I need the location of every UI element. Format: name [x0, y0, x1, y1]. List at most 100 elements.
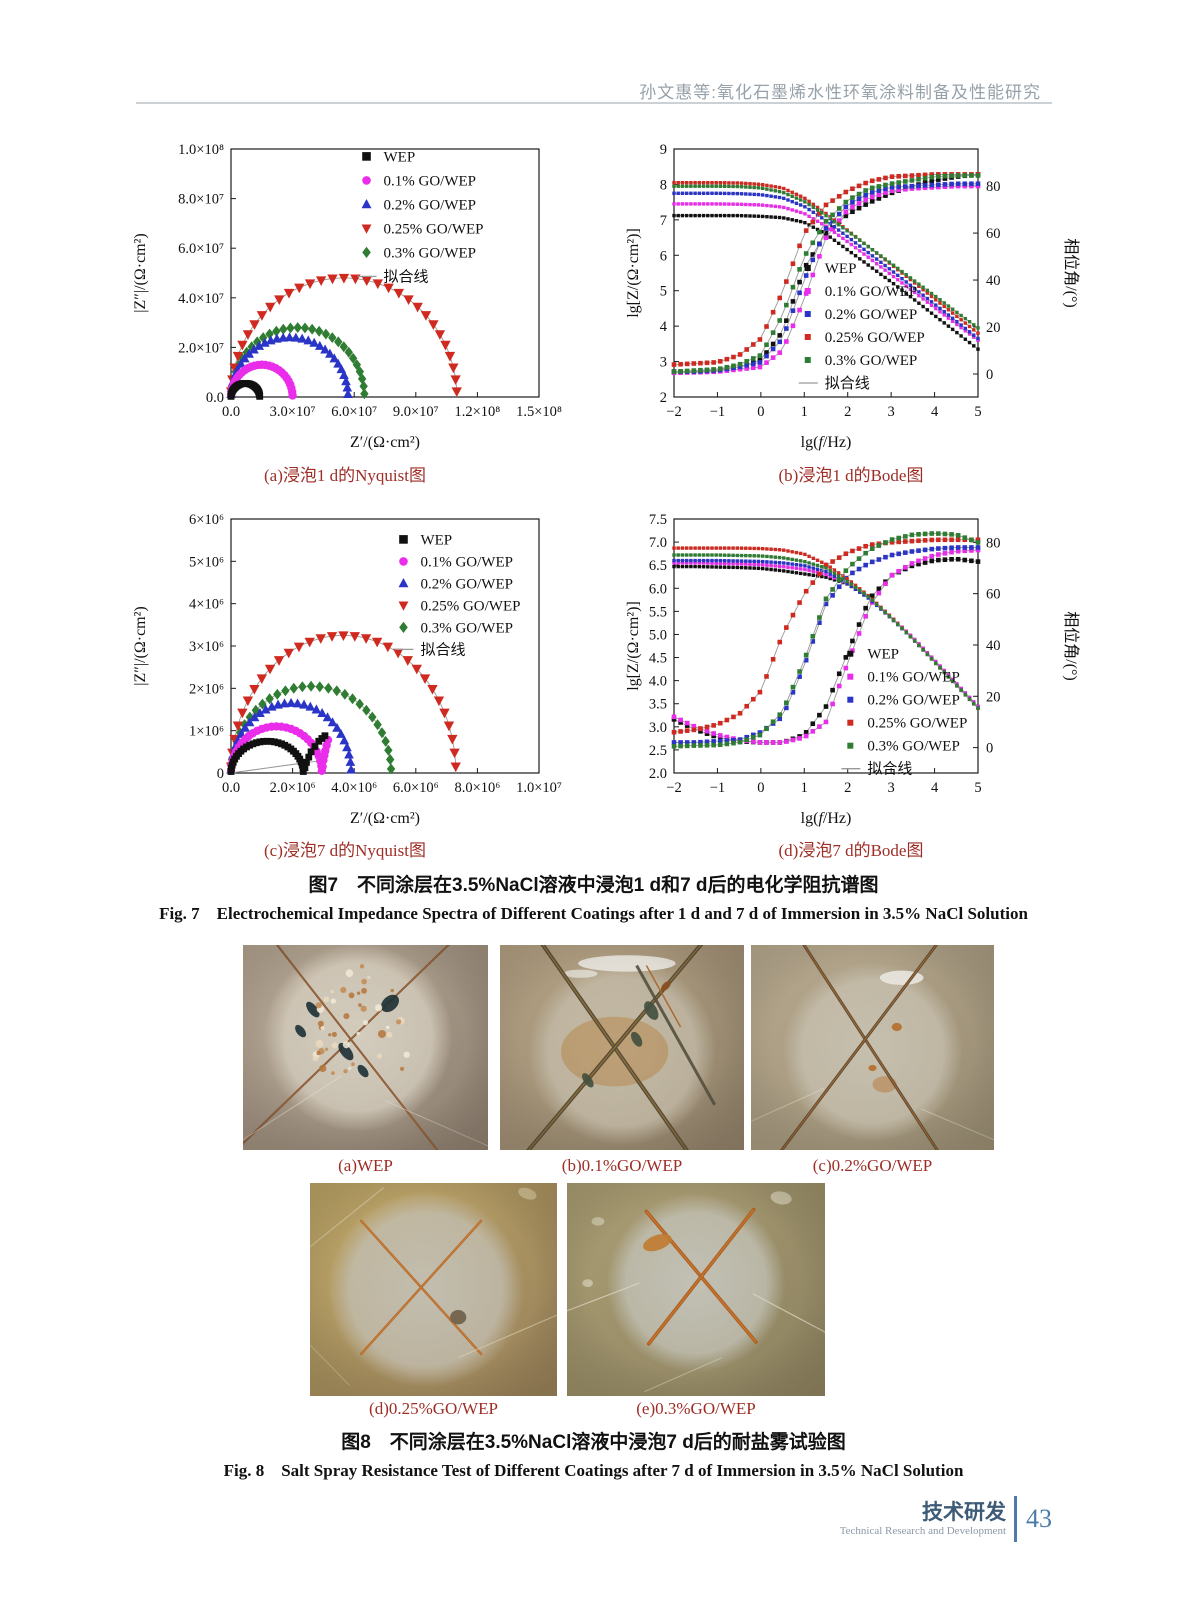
svg-text:0.1% GO/WEP: 0.1% GO/WEP [825, 284, 918, 300]
svg-text:4.5: 4.5 [649, 651, 667, 667]
svg-text:9.0×10⁷: 9.0×10⁷ [393, 404, 439, 420]
svg-text:4.0×10⁷: 4.0×10⁷ [178, 291, 224, 307]
svg-text:6×10⁶: 6×10⁶ [189, 512, 224, 528]
svg-text:3.0: 3.0 [649, 720, 667, 736]
svg-text:5: 5 [660, 284, 667, 300]
svg-text:lg(f/Hz): lg(f/Hz) [801, 434, 852, 451]
svg-text:2×10⁶: 2×10⁶ [189, 681, 224, 697]
svg-text:WEP: WEP [420, 532, 452, 548]
chart-nyquist-1d: 0.0 3.0×10⁷ 6.0×10⁷ 9.0×10⁷ 1.2×10⁸ 1.5×10⁸ 0.… [132, 142, 562, 451]
svg-text:5.0: 5.0 [649, 627, 667, 643]
svg-text:0: 0 [217, 766, 224, 782]
svg-text:5: 5 [974, 404, 981, 420]
footer-section-cn: 技术研发 [922, 1501, 1006, 1525]
svg-text:2.0×10⁷: 2.0×10⁷ [178, 340, 224, 356]
photo-0.3-go-wep [567, 1183, 825, 1396]
svg-text:0.0: 0.0 [222, 404, 240, 420]
svg-text:−1: −1 [710, 404, 725, 420]
svg-text:6.5: 6.5 [649, 558, 667, 574]
svg-text:0.25% GO/WEP: 0.25% GO/WEP [825, 330, 925, 346]
svg-text:2: 2 [844, 780, 851, 796]
svg-text:0.25% GO/WEP: 0.25% GO/WEP [867, 716, 967, 732]
svg-text:拟合线: 拟合线 [420, 641, 465, 658]
caption-bode-1d: (b)浸泡1 d的Bode图 [778, 466, 924, 485]
svg-text:5×10⁶: 5×10⁶ [189, 554, 224, 570]
svg-text:0.2% GO/WEP: 0.2% GO/WEP [384, 197, 477, 213]
svg-text:8: 8 [660, 177, 667, 193]
svg-text:lg(f/Hz): lg(f/Hz) [801, 810, 852, 827]
svg-text:0.1% GO/WEP: 0.1% GO/WEP [867, 670, 960, 686]
svg-text:20: 20 [986, 689, 1001, 705]
caption-bode-7d: (d)浸泡7 d的Bode图 [778, 841, 924, 860]
svg-text:7.0: 7.0 [649, 535, 667, 551]
svg-text:20: 20 [986, 320, 1001, 336]
svg-text:WEP: WEP [867, 647, 899, 663]
fig7-caption-cn: 图7 不同涂层在3.5%NaCl溶液中浸泡1 d和7 d后的电化学阻抗谱图 [308, 875, 879, 896]
svg-text:7.5: 7.5 [649, 512, 667, 528]
svg-text:0.0: 0.0 [206, 390, 224, 406]
page-number: 43 [1026, 1504, 1052, 1533]
svg-text:4: 4 [931, 780, 939, 796]
svg-text:6.0×10⁷: 6.0×10⁷ [178, 241, 224, 257]
svg-text:4: 4 [660, 319, 668, 335]
svg-text:6.0: 6.0 [649, 581, 667, 597]
svg-text:0.2% GO/WEP: 0.2% GO/WEP [420, 576, 512, 592]
svg-text:0.3% GO/WEP: 0.3% GO/WEP [867, 739, 960, 755]
svg-text:|Z″|/(Ω·cm²): |Z″|/(Ω·cm²) [132, 606, 149, 686]
svg-text:2.0: 2.0 [649, 766, 667, 782]
photo-0.25-go-wep [310, 1183, 557, 1396]
svg-text:lg[Z/(Ω·cm²)]: lg[Z/(Ω·cm²)] [625, 228, 642, 318]
svg-text:0.2% GO/WEP: 0.2% GO/WEP [867, 693, 960, 709]
svg-text:0: 0 [986, 367, 993, 383]
svg-text:−2: −2 [666, 780, 681, 796]
svg-text:1.2×10⁸: 1.2×10⁸ [454, 404, 500, 420]
photo-caption-d: (d)0.25%GO/WEP [369, 1399, 498, 1418]
svg-text:3: 3 [660, 355, 667, 371]
caption-nyquist-7d: (c)浸泡7 d的Nyquist图 [264, 841, 426, 860]
svg-text:Z′/(Ω·cm²): Z′/(Ω·cm²) [350, 434, 420, 451]
svg-text:拟合线: 拟合线 [825, 375, 870, 392]
svg-text:9: 9 [660, 142, 667, 158]
svg-text:4.0×10⁶: 4.0×10⁶ [331, 780, 377, 796]
svg-text:0.25% GO/WEP: 0.25% GO/WEP [420, 598, 520, 614]
svg-text:60: 60 [986, 587, 1001, 603]
svg-text:0.0: 0.0 [222, 780, 240, 796]
svg-text:2: 2 [844, 404, 851, 420]
svg-text:1.0×10⁸: 1.0×10⁸ [178, 142, 224, 158]
photo-wep [243, 945, 488, 1150]
svg-text:5.5: 5.5 [649, 604, 667, 620]
footer-section-en: Technical Research and Development [839, 1524, 1006, 1537]
svg-text:相位角/(°): 相位角/(°) [1062, 238, 1080, 308]
svg-text:0.1% GO/WEP: 0.1% GO/WEP [420, 554, 512, 570]
svg-text:−2: −2 [666, 404, 681, 420]
svg-text:0.25% GO/WEP: 0.25% GO/WEP [384, 221, 484, 237]
photo-caption-c: (c)0.2%GO/WEP [812, 1156, 933, 1175]
svg-text:相位角/(°): 相位角/(°) [1062, 611, 1080, 681]
svg-text:1: 1 [801, 780, 808, 796]
svg-text:6.0×10⁶: 6.0×10⁶ [393, 780, 439, 796]
svg-text:0.3% GO/WEP: 0.3% GO/WEP [825, 353, 918, 369]
svg-text:拟合线: 拟合线 [384, 268, 429, 285]
svg-text:40: 40 [986, 273, 1001, 289]
svg-text:6: 6 [660, 248, 667, 264]
running-header: 孙文惠等:氧化石墨烯水性环氧涂料制备及性能研究 [639, 83, 1041, 102]
photo-caption-b: (b)0.1%GO/WEP [561, 1156, 683, 1175]
svg-text:0.3% GO/WEP: 0.3% GO/WEP [420, 620, 512, 636]
photo-caption-e: (e)0.3%GO/WEP [636, 1399, 756, 1418]
svg-text:4.0: 4.0 [649, 674, 667, 690]
svg-text:拟合线: 拟合线 [867, 761, 912, 778]
svg-text:7: 7 [660, 213, 667, 229]
svg-text:|Z″|/(Ω·cm²): |Z″|/(Ω·cm²) [132, 233, 149, 313]
svg-text:4×10⁶: 4×10⁶ [189, 597, 224, 613]
svg-text:6.0×10⁷: 6.0×10⁷ [331, 404, 377, 420]
svg-text:1: 1 [801, 404, 808, 420]
svg-text:1.5×10⁸: 1.5×10⁸ [516, 404, 562, 420]
fig8-caption-en: Fig. 8 Salt Spray Resistance Test of Dif… [223, 1461, 964, 1480]
svg-text:5: 5 [974, 780, 981, 796]
svg-text:3: 3 [888, 780, 895, 796]
svg-text:0: 0 [986, 741, 993, 757]
svg-text:40: 40 [986, 638, 1001, 654]
svg-text:0.3% GO/WEP: 0.3% GO/WEP [384, 245, 477, 261]
svg-text:WEP: WEP [825, 261, 857, 277]
